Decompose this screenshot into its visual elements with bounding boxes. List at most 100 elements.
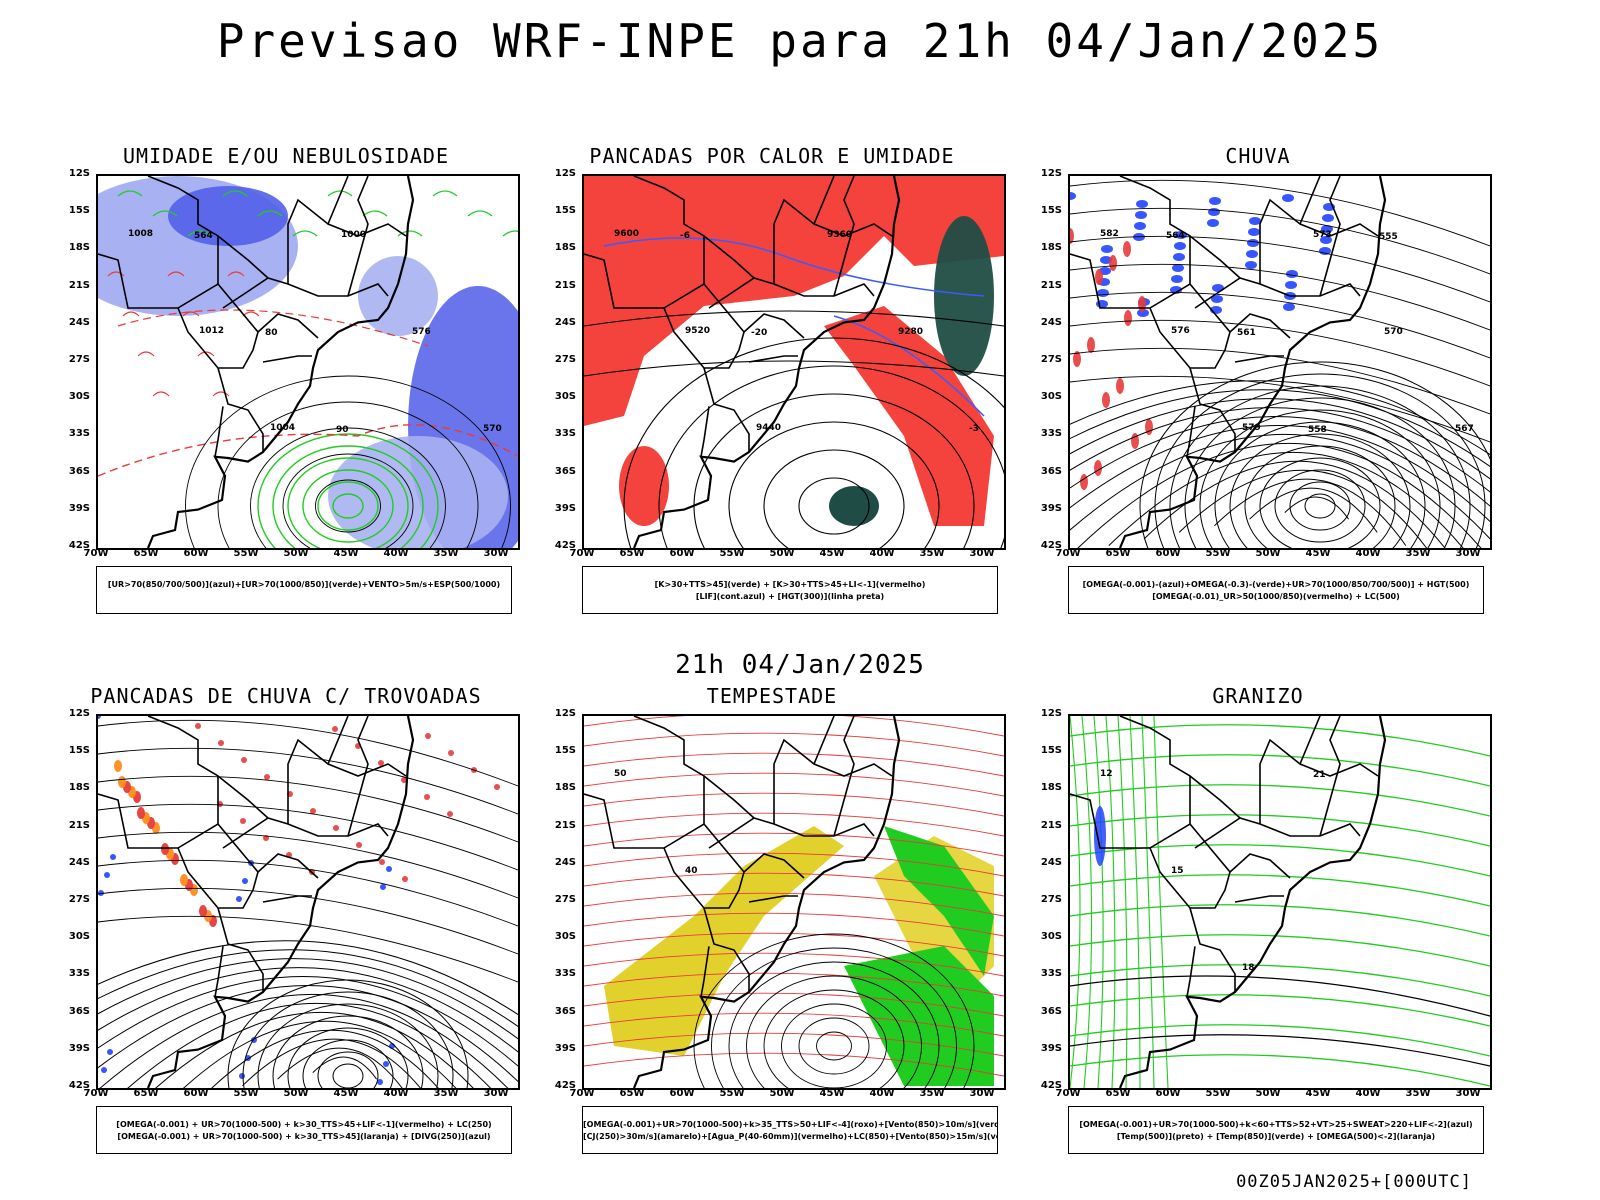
legend-line: [OMEGA(-0.001) + UR>70(1000-500) + k>30_… [116,1120,492,1129]
latitude-tick-label: 27S [554,894,576,905]
longitude-tick-label: 40W [869,1088,895,1099]
latitude-tick-label: 36S [1040,465,1062,477]
latitude-tick-label: 42S [68,540,90,551]
longitude-tick-label: 45W [333,548,359,559]
latitude-tick-label: 12S [554,708,576,719]
latitude-tick-label: 30S [1040,931,1062,943]
latitude-tick-label: 21S [68,819,90,831]
contour-label: 80 [265,328,278,338]
longitude-tick-label: 35W [1405,548,1431,559]
forecast-map [96,714,520,1090]
latitude-tick-label: 33S [1040,428,1062,440]
forecast-map: 50 40 [582,714,1006,1090]
longitude-tick-label: 65W [133,1088,159,1099]
panel-legend: [OMEGA(-0.001)+UR>70(1000-500)+k>35_TTS>… [582,1106,998,1154]
longitude-tick-label: 70W [1055,548,1081,559]
contour-label: 558 [1308,425,1327,435]
longitude-tick-label: 55W [233,548,259,559]
longitude-tick-label: 65W [1105,548,1131,559]
map-graphic: 582 576 579 573 570 567 564 561 558 555 [1070,176,1490,548]
longitude-tick-label: 30W [969,1088,995,1099]
latitude-tick-label: 21S [68,279,90,291]
longitude-tick-label: 35W [919,548,945,559]
panel-title: PANCADAS POR CALOR E UMIDADE [589,144,955,168]
longitude-axis: 70W 65W 60W 55W 50W 45W 40W 35W 30W [1056,548,1492,562]
longitude-tick-label: 65W [619,1088,645,1099]
contour-label: 18 [1242,963,1255,973]
latitude-tick-label: 33S [68,968,90,980]
longitude-axis: 70W 65W 60W 55W 50W 45W 40W 35W 30W [570,1088,1006,1102]
latitude-tick-label: 21S [554,819,576,831]
legend-line: [OMEGA(-0.01)_UR>50(1000/850)(vermelho) … [1152,592,1400,601]
longitude-tick-label: 70W [1055,1088,1081,1099]
contour-label: 567 [1455,424,1474,434]
panel-title: UMIDADE E/OU NEBULOSIDADE [122,144,450,168]
legend-line: [K>30+TTS>45](verde) + [K>30+TTS>45+LI<-… [654,580,926,589]
latitude-tick-label: 15S [68,205,90,217]
latitude-tick-label: 12S [68,708,90,719]
longitude-tick-label: 65W [619,548,645,559]
legend-line: [OMEGA(-0.001)+UR>70(1000-500)+k<60+TTS>… [1079,1120,1473,1129]
contour-label: 9280 [898,327,923,337]
longitude-tick-label: 40W [1355,1088,1381,1099]
contour-label: 1000 [341,230,366,240]
hail-panel: GRANIZO 12S 15S 18S 21S 24S 27S 30S 33S 36S 39S 42S… [1018,684,1498,1164]
longitude-tick-label: 55W [233,1088,259,1099]
longitude-tick-label: 50W [769,548,795,559]
forecast-map: 1008 1012 1004 1000 576 570 564 80 90 [96,174,520,550]
humidity-cloud-panel: UMIDADE E/OU NEBULOSIDADE 12S 15S 18S 21S 24S… [46,144,526,624]
latitude-tick-label: 36S [68,465,90,477]
latitude-axis: 12S 15S 18S 21S 24S 27S 30S 33S 36S 39S 42S [1018,168,1066,551]
latitude-tick-label: 12S [1040,708,1062,719]
latitude-tick-label: 24S [68,856,90,868]
latitude-axis: 12S 15S 18S 21S 24S 27S 30S 33S 36S 39S 42S [46,708,94,1091]
contour-label: 555 [1379,232,1398,242]
latitude-tick-label: 39S [554,502,576,514]
latitude-tick-label: 24S [554,856,576,868]
latitude-tick-label: 24S [554,316,576,328]
map-graphic: 12 15 18 21 [1070,716,1490,1088]
latitude-tick-label: 30S [1040,391,1062,403]
latitude-tick-label: 15S [1040,205,1062,217]
thunderstorm-showers-panel: PANCADAS DE CHUVA C/ TROVOADAS 12S 15S 18S 2… [46,684,526,1164]
longitude-axis: 70W 65W 60W 55W 50W 45W 40W 35W 30W [84,548,520,562]
map-graphic: 1008 1012 1004 1000 576 570 564 80 90 [98,176,518,548]
latitude-tick-label: 30S [554,391,576,403]
longitude-tick-label: 55W [719,548,745,559]
legend-line: [UR>70(850/700/500)](azul)+[UR>70(1000/8… [107,580,501,589]
latitude-tick-label: 30S [554,931,576,943]
contour-label: 9600 [614,229,639,239]
longitude-tick-label: 55W [1205,1088,1231,1099]
latitude-tick-label: 12S [68,168,90,179]
latitude-axis: 12S 15S 18S 21S 24S 27S 30S 33S 36S 39S 42S [532,168,580,551]
rain-panel: CHUVA 12S 15S 18S 21S 24S 27S 30S 33S 36S 39S 42S 58… [1018,144,1498,624]
contour-label: -6 [680,231,690,241]
latitude-tick-label: 42S [1040,1080,1062,1091]
panel-title: TEMPESTADE [706,684,838,708]
longitude-tick-label: 50W [769,1088,795,1099]
longitude-tick-label: 50W [283,548,309,559]
contour-label: 576 [1171,326,1190,336]
latitude-axis: 12S 15S 18S 21S 24S 27S 30S 33S 36S 39S 42S [532,708,580,1091]
longitude-tick-label: 55W [1205,548,1231,559]
longitude-tick-label: 60W [669,1088,695,1099]
latitude-tick-label: 27S [68,894,90,905]
longitude-tick-label: 30W [1455,548,1481,559]
panel-legend: [OMEGA(-0.001)-(azul)+OMEGA(-0.3)-(verde… [1068,566,1484,614]
map-graphic: 50 40 [584,716,1004,1088]
longitude-tick-label: 30W [969,548,995,559]
longitude-tick-label: 40W [383,1088,409,1099]
longitude-tick-label: 30W [483,548,509,559]
latitude-tick-label: 30S [68,391,90,403]
longitude-tick-label: 60W [1155,548,1181,559]
longitude-tick-label: 35W [433,548,459,559]
latitude-tick-label: 42S [1040,540,1062,551]
panel-title: PANCADAS DE CHUVA C/ TROVOADAS [90,684,482,708]
latitude-tick-label: 24S [1040,316,1062,328]
panel-legend: [OMEGA(-0.001)+UR>70(1000-500)+k<60+TTS>… [1068,1106,1484,1154]
latitude-tick-label: 18S [554,782,576,794]
latitude-tick-label: 42S [68,1080,90,1091]
latitude-tick-label: 12S [1040,168,1062,179]
contour-label: 1004 [270,423,295,433]
longitude-tick-label: 45W [333,1088,359,1099]
